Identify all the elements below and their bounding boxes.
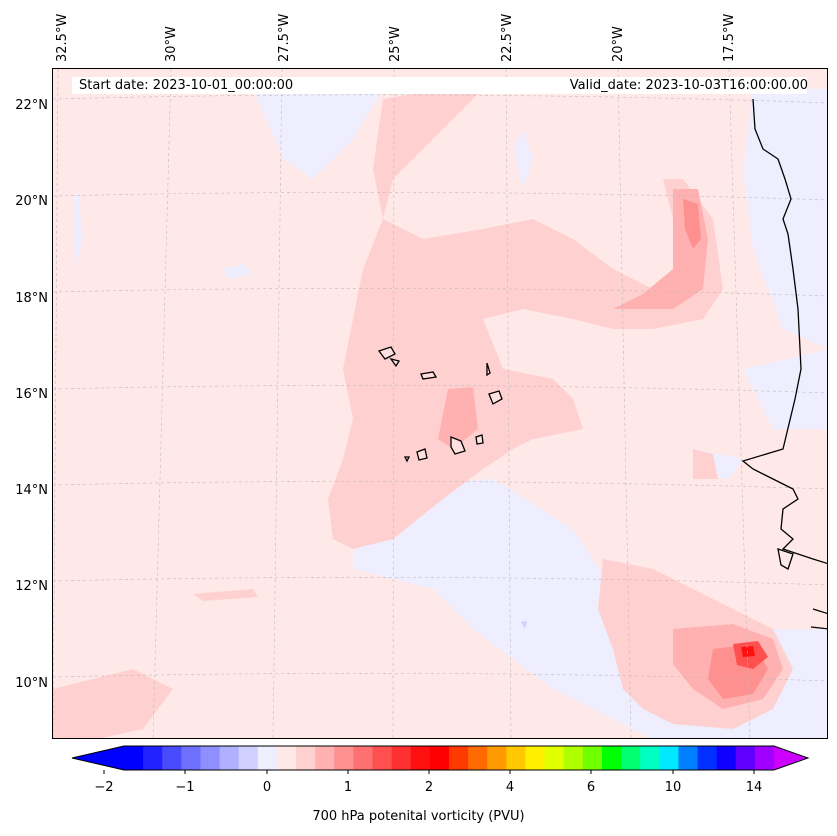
lon-label-30w: 30°W: [164, 26, 179, 62]
colorbar-segment: [334, 746, 354, 770]
coastline: [741, 98, 827, 630]
lon-label-25w: 25°W: [388, 26, 403, 62]
colorbar-tick-label: 0: [262, 780, 272, 795]
colorbar-extend-max: [774, 746, 808, 770]
colorbar-segment: [697, 746, 718, 770]
colorbar-segment: [372, 746, 393, 770]
colorbar-segment: [257, 746, 278, 770]
colorbar-segment: [410, 746, 431, 770]
lat-label-22n: 22°N: [15, 98, 48, 113]
colorbar-segment: [219, 746, 240, 770]
valid-date-text: Valid_date: 2023-10-03T16:00:00.00: [569, 78, 808, 93]
colorbar-segment: [678, 746, 699, 770]
start-date-text: Start date: 2023-10-01_00:00:00: [79, 78, 294, 93]
lat-label-12n: 12°N: [15, 579, 48, 594]
colorbar-extend-min: [72, 746, 124, 770]
gridlines: [53, 69, 827, 738]
colorbar-segment: [621, 746, 641, 770]
lon-label-32-5w: 32.5°W: [55, 13, 70, 62]
pv-contour-map: [53, 69, 827, 738]
colorbar-tick-label: 10: [664, 780, 682, 795]
pv-peak: [741, 646, 755, 657]
colorbar-segment: [601, 746, 622, 770]
colorbar-segment: [124, 746, 144, 770]
colorbar-segment: [162, 746, 182, 770]
colorbar-segment: [468, 746, 488, 770]
colorbar-segment: [353, 746, 374, 770]
lat-label-16n: 16°N: [15, 387, 48, 402]
colorbar-segment: [143, 746, 163, 770]
colorbar-segment: [181, 746, 201, 770]
colorbar-segment: [525, 746, 546, 770]
colorbar-outline: [71, 745, 810, 771]
colorbar-segment: [276, 746, 297, 770]
map-panel: [52, 68, 828, 739]
lat-label-18n: 18°N: [15, 291, 48, 306]
lon-label-27-5w: 27.5°W: [277, 13, 292, 62]
cape-verde-islands: [377, 346, 503, 463]
colorbar-segment: [315, 746, 335, 770]
colorbar-tick-label: 4: [505, 780, 515, 795]
colorbar-tick-label: 2: [424, 780, 434, 795]
colorbar-segment: [487, 746, 507, 770]
lon-label-20w: 20°W: [611, 26, 626, 62]
lat-label-20n: 20°N: [15, 194, 48, 209]
colorbar-segment: [506, 746, 526, 770]
colorbar-segment: [754, 746, 775, 770]
colorbar-label: 700 hPa potenital vorticity (PVU): [312, 809, 525, 824]
colorbar-segment: [200, 746, 221, 770]
colorbar-segment: [544, 746, 565, 770]
date-banner: [72, 77, 807, 94]
lat-label-10n: 10°N: [15, 676, 48, 691]
colorbar-segment: [296, 746, 316, 770]
colorbar-tick-label: 14: [745, 780, 763, 795]
colorbar-segment: [563, 746, 584, 770]
lon-label-17-5w: 17.5°W: [722, 13, 737, 62]
lon-label-22-5w: 22.5°W: [500, 13, 515, 62]
colorbar-tick-label: 1: [343, 780, 353, 795]
colorbar-segment: [582, 746, 603, 770]
colorbar-segment: [735, 746, 756, 770]
colorbar-segment: [716, 746, 737, 770]
colorbar-segment: [449, 746, 469, 770]
colorbar-tick-label: −1: [175, 780, 195, 795]
colorbar-segment: [391, 746, 412, 770]
colorbar-segment: [640, 746, 660, 770]
colorbar-segment: [659, 746, 679, 770]
colorbar-segment: [429, 746, 450, 770]
colorbar-tick-label: 6: [586, 780, 596, 795]
colorbar-segment: [238, 746, 259, 770]
colorbar-tick-label: −2: [94, 780, 114, 795]
lat-label-14n: 14°N: [15, 483, 48, 498]
